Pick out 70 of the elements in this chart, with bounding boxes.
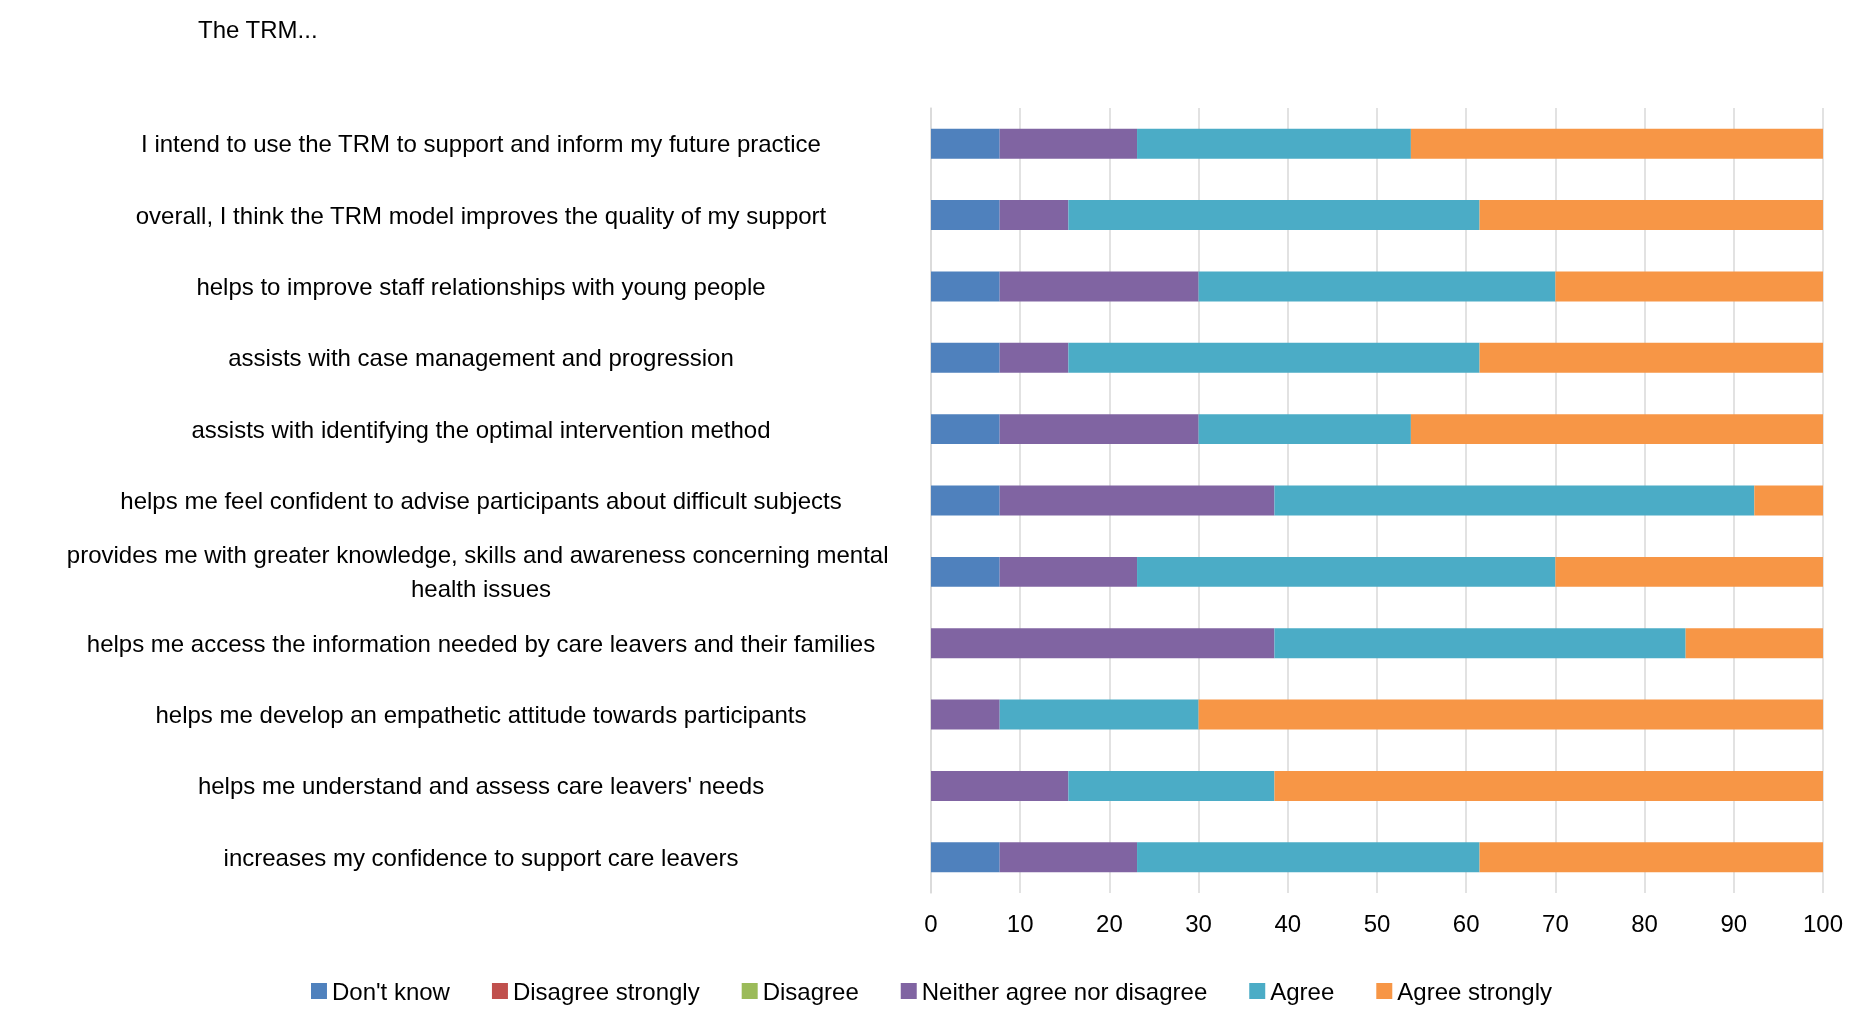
bar (1410, 414, 1823, 445)
bar (931, 414, 1000, 445)
bar (1479, 200, 1823, 231)
y-tick-label: increases my confidence to support care leavers (223, 843, 739, 871)
bar (1479, 342, 1823, 373)
bar (1198, 699, 1823, 730)
bar (1068, 342, 1480, 373)
bar (1137, 842, 1480, 873)
y-tick-label: helps me access the information needed by care leavers and their families (86, 629, 876, 657)
legend-label: Don't know (331, 977, 451, 1005)
bar (931, 342, 1000, 373)
bar (931, 200, 1000, 231)
x-tick-label: 50 (1363, 909, 1391, 937)
x-tick-label: 60 (1452, 909, 1480, 937)
bar (999, 128, 1138, 159)
bar (1410, 128, 1823, 159)
bar (1068, 770, 1275, 801)
bar (1274, 770, 1823, 801)
bar (999, 342, 1069, 373)
bar (1198, 271, 1556, 302)
y-tick-label: assists with identifying the optimal intervention method (191, 415, 771, 443)
legend-label: Agree strongly (1397, 977, 1553, 1005)
x-tick-label: 30 (1185, 909, 1212, 937)
y-tick-label: assists with case management and progression (228, 344, 734, 372)
legend-label: Disagree strongly (512, 977, 700, 1005)
bar (931, 128, 1000, 159)
bar (1555, 271, 1823, 302)
x-tick-label: 70 (1542, 909, 1569, 937)
bar (1274, 485, 1755, 516)
bar (1198, 414, 1411, 445)
bar (999, 485, 1275, 516)
y-tick-label: helps to improve staff relationships with young people (196, 272, 766, 300)
x-tick-label: 20 (1096, 909, 1123, 937)
legend-label: Neither agree nor disagree (921, 977, 1208, 1005)
bar (931, 556, 1000, 587)
y-tick-label: provides me with greater knowledge, skills and awareness concerning mental health issues (66, 541, 896, 603)
x-tick-label: 40 (1274, 909, 1302, 937)
y-tick-label: helps me develop an empathetic attitude towards participants (155, 701, 807, 729)
y-tick-label: overall, I think the TRM model improves the quality of my support (135, 201, 827, 229)
bar (999, 699, 1199, 730)
y-tick-label: helps me understand and assess care leavers' needs (197, 772, 765, 800)
text: The TRM... (198, 15, 318, 43)
y-tick-label: I intend to use the TRM to support and inform my future practice (141, 130, 821, 158)
bar (931, 699, 1000, 730)
bar (1274, 628, 1686, 659)
y-tick-label: helps me feel confident to advise participants about difficult subjects (120, 487, 842, 514)
bar (931, 485, 1000, 516)
bar (999, 414, 1199, 445)
bar (1479, 842, 1823, 873)
bar (1754, 485, 1823, 516)
x-tick-label: 0 (924, 909, 938, 937)
bar (931, 842, 1000, 873)
bar (999, 200, 1069, 231)
x-tick-label: 80 (1631, 909, 1658, 937)
bar (931, 271, 1000, 302)
bar (931, 628, 1275, 659)
x-tick-label: 100 (1802, 909, 1844, 937)
bar (1137, 128, 1411, 159)
bar (931, 770, 1069, 801)
bar (1137, 556, 1556, 587)
bar (1685, 628, 1823, 659)
legend-label: Disagree (762, 977, 859, 1005)
legend-label: Agree (1270, 977, 1335, 1005)
bar (1555, 556, 1823, 587)
bar (1068, 200, 1480, 231)
x-tick-label: 90 (1720, 909, 1748, 937)
bar (999, 842, 1138, 873)
bar (999, 271, 1199, 302)
bar (999, 556, 1138, 587)
x-tick-label: 10 (1006, 909, 1034, 937)
